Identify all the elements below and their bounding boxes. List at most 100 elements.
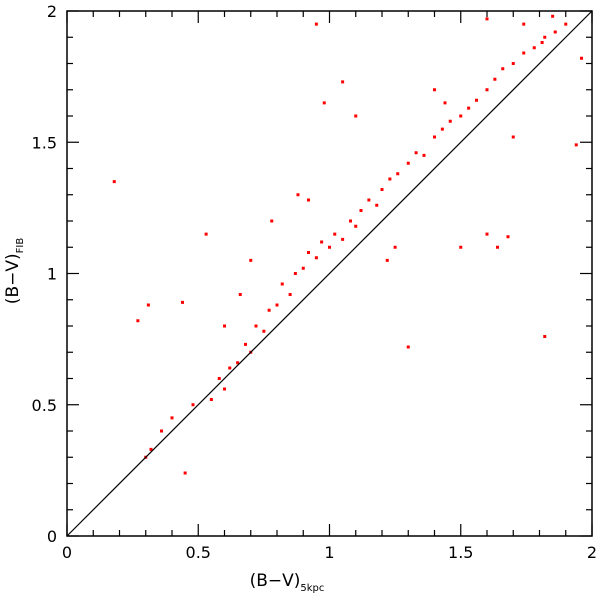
scatter-point	[183, 471, 187, 475]
x-tick-label: 0.5	[186, 543, 211, 562]
scatter-point	[314, 22, 318, 26]
x-tick-label: 0	[62, 543, 72, 562]
x-axis-label-sub: 5kpc	[300, 583, 324, 594]
scatter-point	[296, 193, 300, 197]
scatter-point	[293, 272, 297, 275]
axis-ticks	[66, 10, 593, 537]
scatter-point	[543, 35, 547, 39]
scatter-point	[574, 143, 578, 147]
scatter-points-layer	[112, 14, 583, 475]
scatter-point	[543, 335, 547, 338]
scatter-point	[280, 282, 284, 286]
scatter-point	[532, 46, 536, 50]
scatter-point	[349, 219, 352, 223]
scatter-point	[475, 98, 478, 102]
scatter-point	[396, 172, 400, 176]
y-tick-label: 0	[47, 527, 57, 546]
scatter-point	[485, 232, 489, 236]
scatter-point	[170, 416, 174, 420]
scatter-point	[146, 303, 150, 307]
scatter-point	[341, 80, 345, 84]
scatter-point	[307, 251, 310, 254]
scatter-point	[149, 447, 153, 451]
scatter-point	[322, 101, 326, 105]
scatter-point	[160, 429, 163, 433]
scatter-point	[511, 135, 515, 139]
y-tick-label: 1	[47, 265, 57, 284]
scatter-point	[580, 56, 583, 60]
scatter-point	[551, 14, 555, 18]
identity-reference-line	[66, 10, 593, 537]
scatter-point	[414, 151, 418, 155]
scatter-point	[501, 67, 505, 71]
scatter-point	[485, 17, 489, 21]
scatter-point	[181, 300, 184, 304]
scatter-point	[288, 293, 292, 296]
scatter-point	[553, 30, 557, 34]
x-axis-label-main: (B−V)	[250, 571, 301, 591]
scatter-point	[236, 361, 240, 365]
scatter-point	[433, 88, 436, 92]
y-axis-label-main: (B−V)	[3, 253, 23, 304]
y-axis-label: (B−V)FIB	[3, 238, 26, 305]
scatter-point	[506, 235, 510, 239]
scatter-point	[204, 232, 208, 236]
scatter-point	[493, 77, 497, 81]
scatter-point	[270, 219, 274, 223]
scatter-point	[333, 232, 337, 236]
x-tick-label: 1.5	[448, 543, 473, 562]
x-tick-label: 2	[587, 543, 597, 562]
scatter-point	[275, 303, 279, 307]
scatter-point	[564, 22, 568, 26]
scatter-point	[440, 127, 444, 131]
scatter-point	[228, 366, 232, 370]
y-tick-label: 1.5	[32, 133, 57, 152]
scatter-point	[354, 224, 358, 228]
scatter-point	[522, 22, 526, 26]
scatter-point	[511, 62, 515, 65]
scatter-point	[341, 237, 345, 241]
scatter-point	[380, 188, 384, 191]
y-tick-label: 2	[47, 2, 57, 21]
scatter-point	[301, 266, 305, 270]
scatter-point	[448, 119, 452, 123]
scatter-point	[443, 101, 447, 105]
scatter-point	[136, 319, 140, 323]
scatter-point	[540, 41, 544, 44]
scatter-point	[262, 329, 266, 333]
scatter-point	[459, 245, 463, 249]
scatter-point	[238, 293, 242, 296]
scatter-point	[328, 245, 331, 249]
scatter-point	[314, 256, 318, 260]
scatter-point	[209, 398, 213, 401]
scatter-point	[191, 403, 195, 407]
scatter-point	[267, 308, 271, 312]
scatter-point	[375, 203, 379, 207]
scatter-point	[249, 258, 253, 262]
scatter-point	[406, 161, 410, 165]
scatter-point	[496, 245, 499, 249]
scatter-point	[459, 114, 463, 118]
y-tick-label: 0.5	[32, 396, 57, 415]
axis-tick-labels: 0 0.5 1 1.5 2 0 0.5 1 1.5 2	[32, 2, 598, 562]
scatter-point	[354, 114, 358, 118]
scatter-point	[223, 324, 226, 328]
scatter-point	[320, 240, 324, 244]
scatter-point	[223, 387, 226, 391]
scatter-point	[112, 180, 116, 184]
x-axis-label: (B−V)5kpc	[250, 571, 325, 594]
scatter-point	[307, 198, 310, 202]
scatter-point	[422, 153, 426, 157]
scatter-point	[217, 377, 221, 380]
scatter-point	[522, 51, 526, 55]
scatter-point	[244, 342, 247, 346]
scatter-point	[485, 88, 489, 92]
scatter-point	[467, 106, 471, 110]
scatter-point	[254, 324, 258, 328]
scatter-point	[393, 245, 397, 249]
scatter-point	[433, 135, 436, 139]
scatter-point	[359, 209, 363, 212]
y-axis-label-sub: FIB	[15, 238, 26, 254]
scatter-point	[406, 345, 410, 349]
